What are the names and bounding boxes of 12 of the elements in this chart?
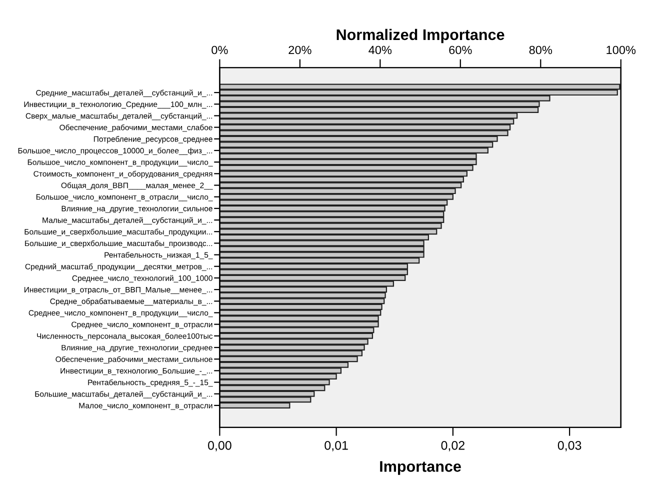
x2-tick-label: 40% (368, 46, 392, 54)
x2-tick-label: 60% (449, 46, 472, 54)
x-tick-label: 0,01 (324, 440, 348, 452)
x2-tick-label: 20% (288, 46, 312, 54)
x2-tick-label: 80% (529, 46, 552, 54)
x-tick-label: 0,00 (208, 440, 232, 452)
x2-axis-title: Normalized Importance (336, 28, 504, 44)
x2-tick-label: 0% (212, 46, 228, 54)
x-tick-label: 0,03 (558, 440, 582, 452)
x-axis-title: Importance (380, 461, 461, 475)
x-tick-label: 0,02 (441, 440, 464, 452)
x2-tick-label: 100% (606, 46, 636, 54)
